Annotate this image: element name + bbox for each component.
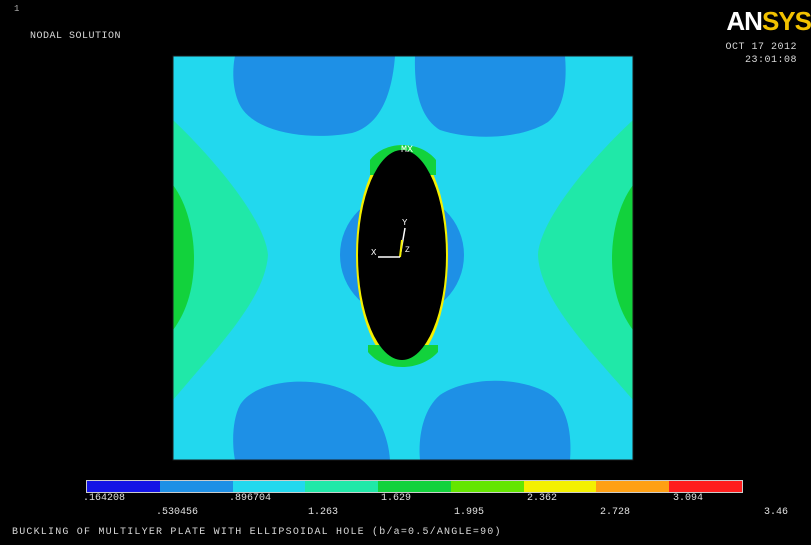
legend-upper-label: 3.094	[672, 493, 704, 504]
logo-sys-text: SYS	[761, 6, 811, 36]
left-edge-high	[173, 185, 194, 330]
plot-type-label: NODAL SOLUTION	[30, 31, 122, 42]
plot-title: BUCKLING OF MULTILYER PLATE WITH ELLIPSO…	[12, 527, 502, 538]
logo-an-text: AN	[726, 6, 763, 36]
triad-z-label: Z	[405, 246, 410, 255]
legend-band-6	[450, 481, 524, 492]
legend-band-9	[669, 481, 743, 492]
top-right-lobe	[414, 56, 566, 137]
legend-band-5	[378, 481, 451, 492]
legend-lower-label: 1.995	[453, 507, 485, 518]
triad-z-axis	[399, 239, 403, 258]
plate-contours	[173, 56, 633, 460]
legend-lower-label: 2.728	[599, 507, 631, 518]
plot-time: 23:01:08	[744, 55, 797, 66]
elliptical-hole	[358, 150, 446, 360]
plot-date: OCT 17 2012	[725, 42, 797, 53]
right-side-band	[538, 120, 633, 400]
triad-x-label: X	[371, 248, 377, 258]
legend-lower-label: 1.263	[307, 507, 339, 518]
legend-band-3	[232, 481, 306, 492]
legend-lower-label: .530456	[155, 507, 199, 518]
legend-band-8	[596, 481, 670, 492]
legend-upper-label: 2.362	[526, 493, 558, 504]
coordinate-triad: Y X Z	[371, 218, 410, 258]
bottom-left-lobe	[233, 381, 390, 460]
contour-legend-bar	[86, 480, 743, 493]
ansys-logo: ANSYS	[726, 6, 811, 37]
window-number: 1	[14, 4, 20, 14]
right-edge-high	[612, 185, 633, 330]
legend-band-4	[305, 481, 379, 492]
legend-upper-label: .164208	[82, 493, 126, 504]
triad-y-label: Y	[402, 218, 408, 228]
plate-outline	[172, 55, 634, 461]
bottom-right-lobe	[419, 380, 571, 460]
top-left-lobe	[233, 56, 395, 136]
legend-band-1	[87, 481, 160, 492]
legend-upper-label: .896704	[228, 493, 272, 504]
legend-band-7	[523, 481, 597, 492]
legend-band-2	[159, 481, 233, 492]
legend-lower-label: 3.46	[763, 507, 789, 518]
left-side-band	[173, 120, 268, 400]
legend-upper-label: 1.629	[380, 493, 412, 504]
max-marker: MX	[401, 145, 413, 156]
